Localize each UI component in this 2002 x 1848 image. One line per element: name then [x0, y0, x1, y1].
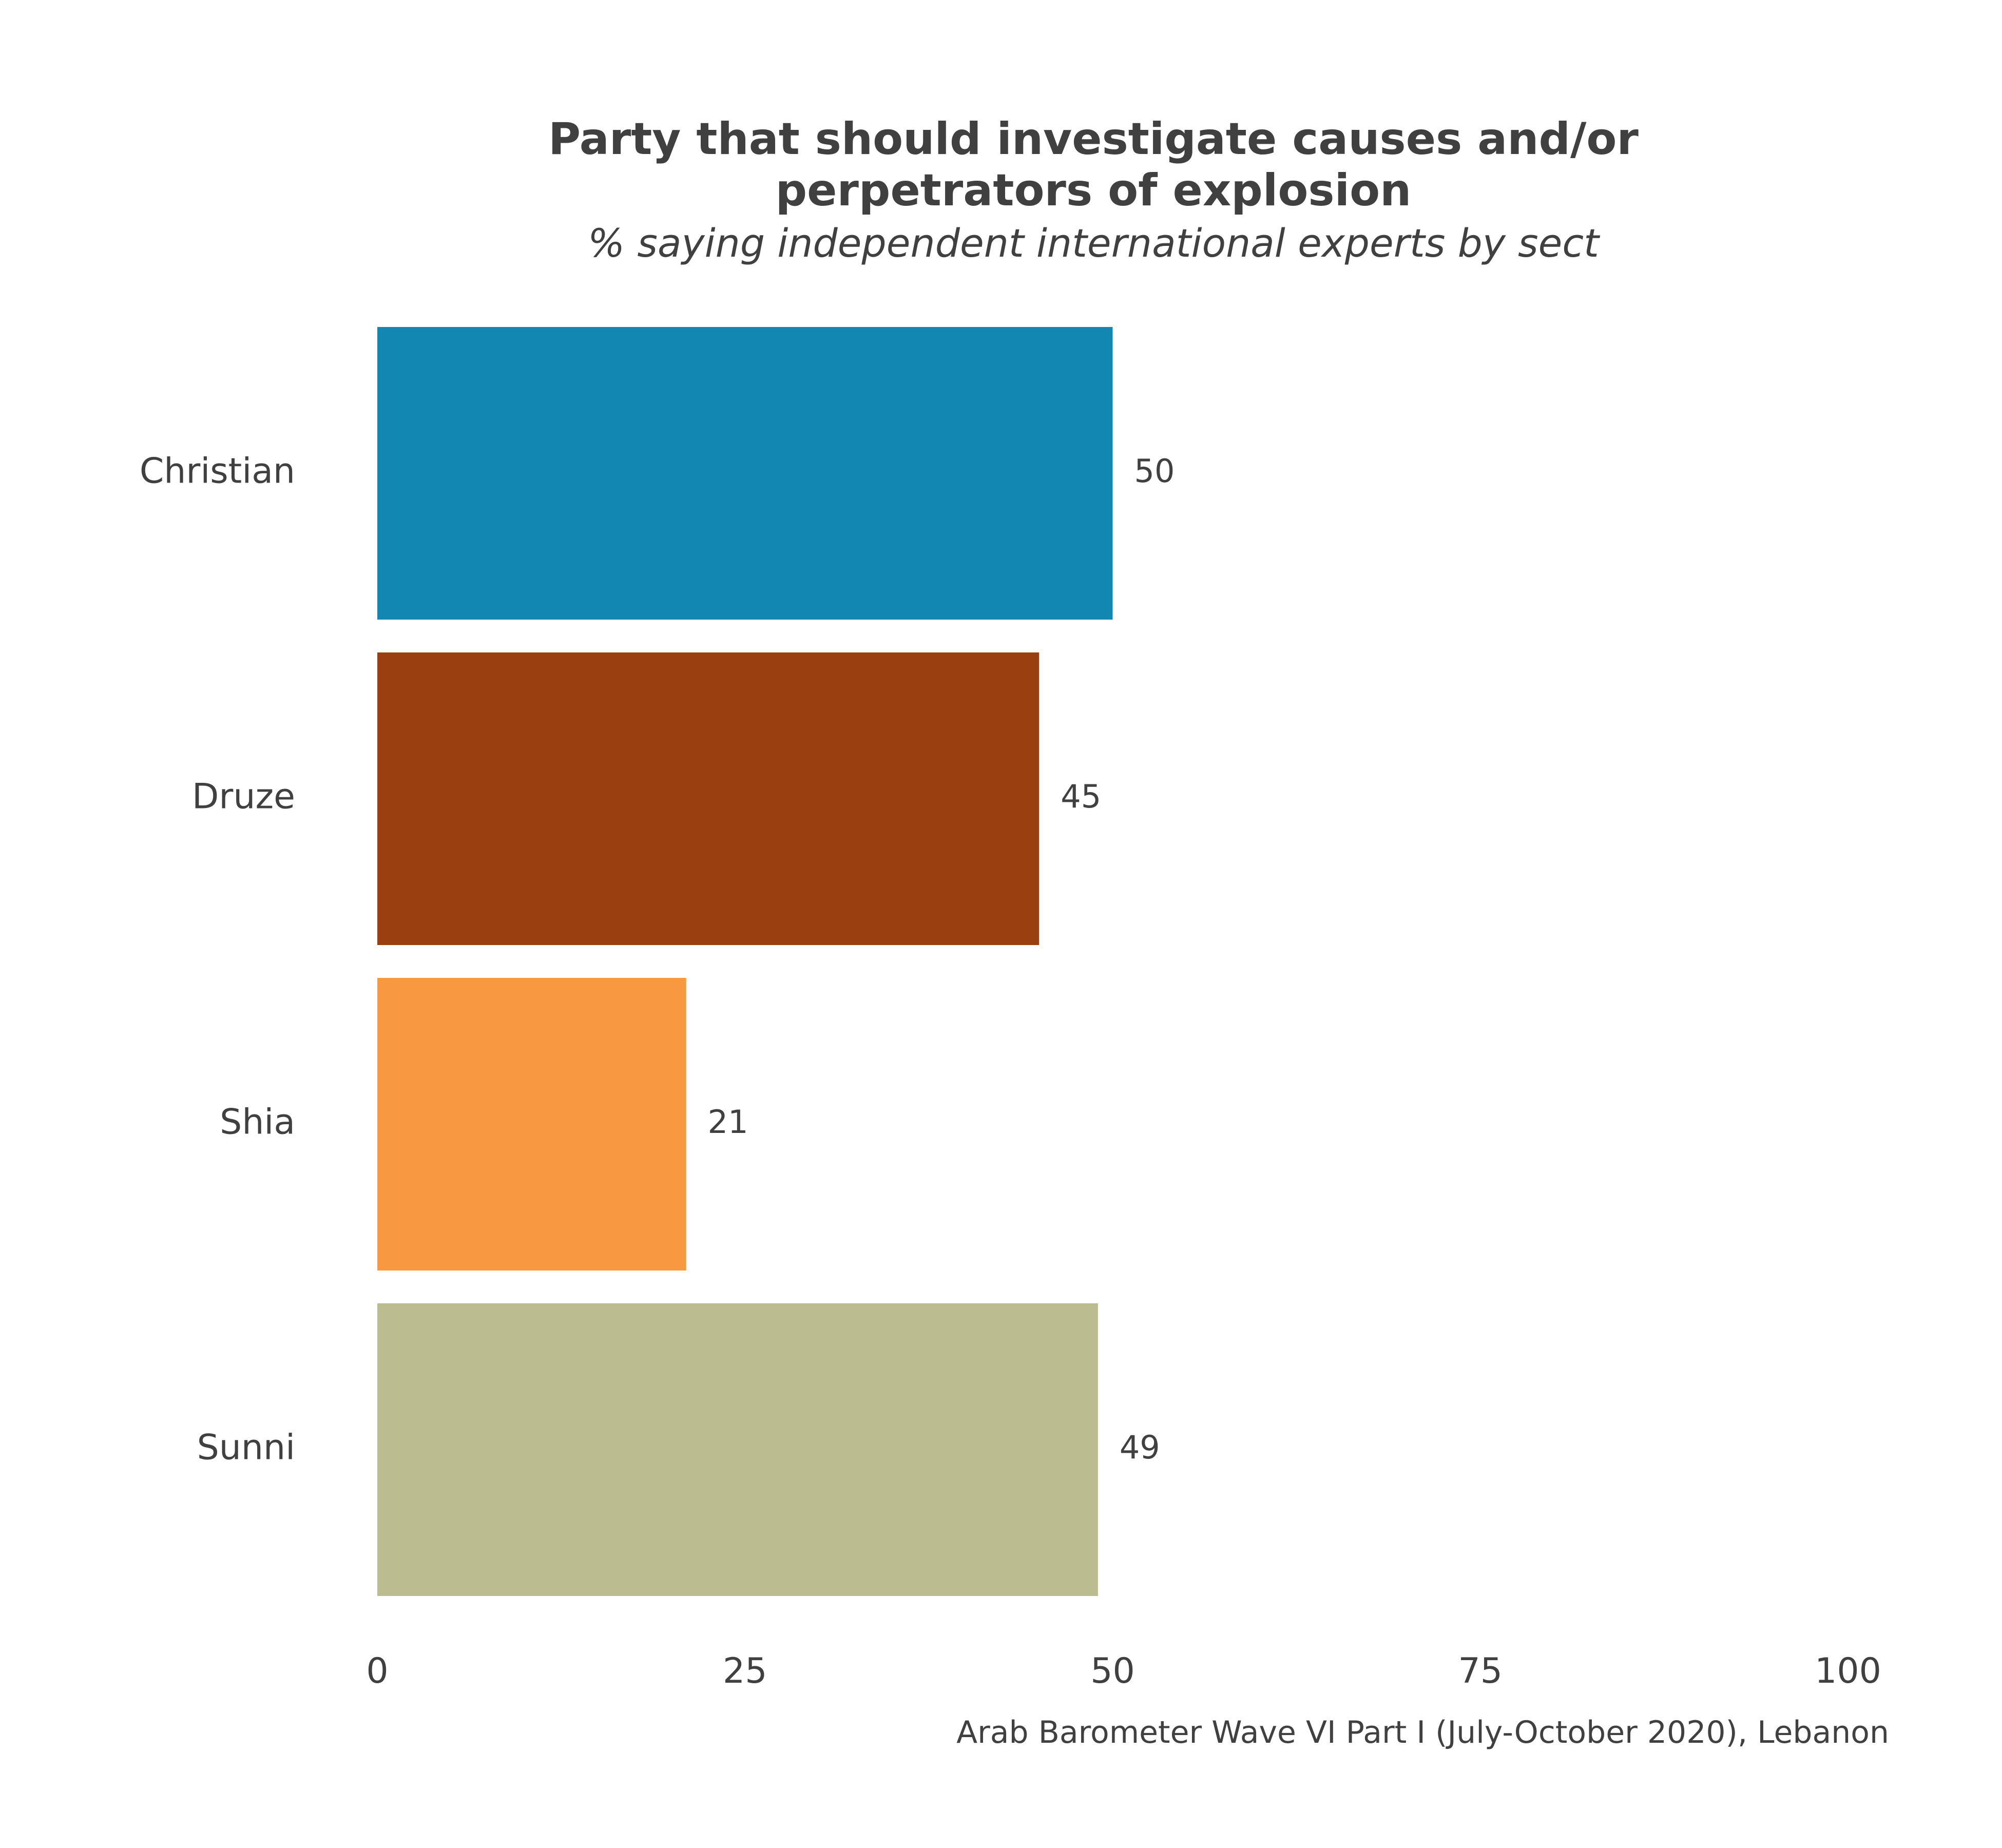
bar-shia	[377, 978, 686, 1270]
bar-sunni	[377, 1303, 1098, 1596]
value-label-sunni: 49	[1120, 1429, 1160, 1466]
bar-druze	[377, 652, 1040, 945]
value-label-christian: 50	[1134, 452, 1175, 490]
chart-title-line-1: Party that should investigate causes and…	[548, 113, 1639, 165]
chart-title-line-2: perpetrators of explosion	[776, 165, 1412, 216]
x-tick-label-25: 25	[723, 1651, 767, 1691]
category-label-druze: Druze	[192, 777, 295, 817]
category-label-christian: Christian	[140, 451, 295, 492]
x-tick-label-50: 50	[1090, 1651, 1135, 1691]
x-tick-label-0: 0	[366, 1651, 388, 1691]
x-tick-label-75: 75	[1458, 1651, 1503, 1691]
category-label-shia: Shia	[220, 1102, 295, 1143]
chart-subtitle: % saying independent international exper…	[588, 220, 1601, 266]
chart-caption: Arab Barometer Wave VI Part I (July-Octo…	[956, 1715, 1889, 1750]
bar-christian	[377, 327, 1113, 620]
x-tick-label-100: 100	[1815, 1651, 1881, 1691]
value-label-druze: 45	[1061, 778, 1101, 815]
category-label-sunni: Sunni	[197, 1428, 295, 1468]
value-label-shia: 21	[708, 1103, 748, 1141]
plot-area: Christian 50 Druze 45 Shia 21 Sunni 49 0 25 50 75 10…	[140, 327, 1881, 1691]
